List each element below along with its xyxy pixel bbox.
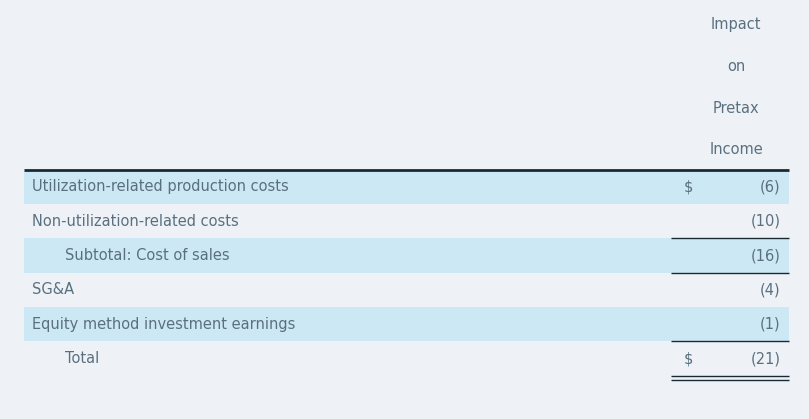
Text: Income: Income [709,142,763,158]
Text: Impact: Impact [711,17,761,32]
Text: (10): (10) [751,214,781,229]
Text: SG&A: SG&A [32,282,74,297]
Text: Utilization-related production costs: Utilization-related production costs [32,179,289,194]
Bar [24,170,789,204]
Text: Pretax: Pretax [713,101,760,116]
Text: $: $ [684,351,693,366]
Text: (1): (1) [760,317,781,332]
Bar [24,307,789,341]
Bar [24,238,789,273]
Text: (6): (6) [760,179,781,194]
Text: Total: Total [65,351,99,366]
Text: on: on [727,59,745,74]
Text: Subtotal: Cost of sales: Subtotal: Cost of sales [65,248,229,263]
Text: (21): (21) [751,351,781,366]
Text: Equity method investment earnings: Equity method investment earnings [32,317,296,332]
Text: Non-utilization-related costs: Non-utilization-related costs [32,214,239,229]
Text: (4): (4) [760,282,781,297]
Text: $: $ [684,179,693,194]
Text: (16): (16) [751,248,781,263]
